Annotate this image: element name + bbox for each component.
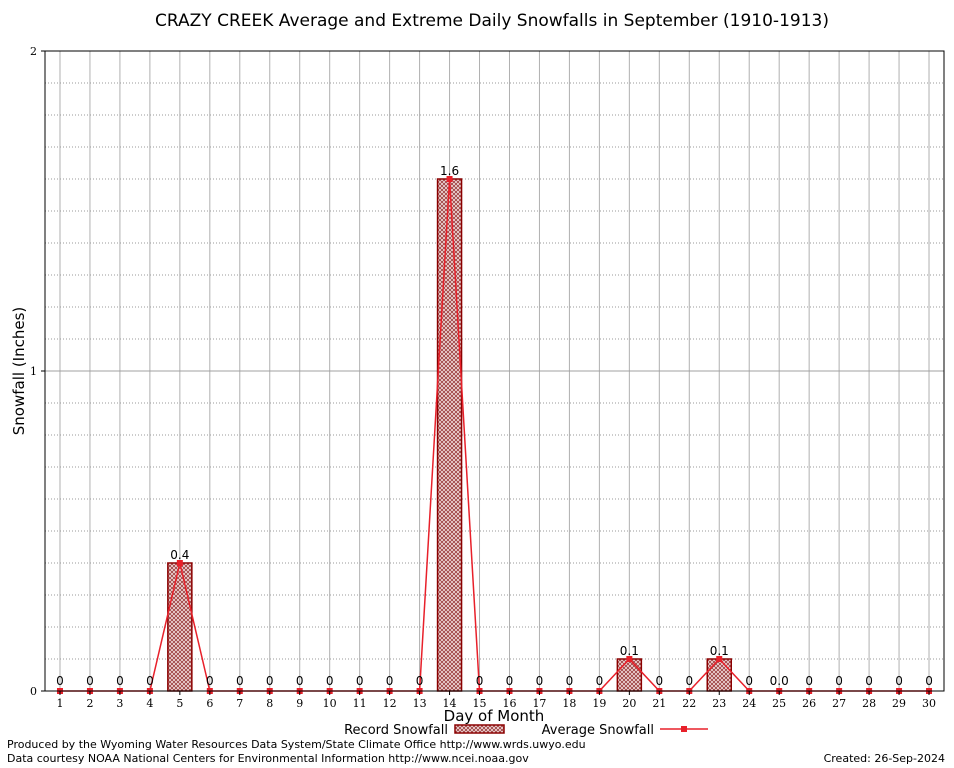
data-label-day-29: 0: [895, 674, 903, 688]
x-tick-label: 24: [742, 697, 756, 710]
bar-day-5: [167, 562, 193, 692]
x-tick-label: 9: [296, 697, 303, 710]
data-label-day-3: 0: [116, 674, 124, 688]
x-tick-label: 28: [862, 697, 876, 710]
data-label-day-10: 0: [326, 674, 334, 688]
x-tick-label: 26: [802, 697, 816, 710]
data-label-day-24: 0: [745, 674, 753, 688]
x-tick-label: 15: [473, 697, 487, 710]
footer-producer: Produced by the Wyoming Water Resources …: [7, 738, 586, 751]
x-tick-label: 1: [56, 697, 63, 710]
data-label-day-28: 0: [865, 674, 873, 688]
x-tick-label: 3: [116, 697, 123, 710]
x-tick-label: 14: [443, 697, 457, 710]
data-label-day-30: 0: [925, 674, 933, 688]
bar-day-14: [436, 178, 463, 692]
data-label-day-17: 0: [536, 674, 544, 688]
bar-day-20: [616, 658, 643, 692]
x-tick-label: 18: [562, 697, 576, 710]
legend-average-label: Average Snowfall: [542, 723, 654, 738]
legend-record-label: Record Snowfall: [344, 723, 448, 738]
x-tick-label: 25: [772, 697, 786, 710]
bar-day-23: [706, 658, 732, 692]
x-tick-label: 19: [592, 697, 606, 710]
data-label-day-4: 0: [146, 674, 154, 688]
data-label-day-7: 0: [236, 674, 244, 688]
data-label-day-14: 1.6: [440, 164, 459, 178]
y-tick-label: 2: [30, 45, 37, 58]
data-label-day-6: 0: [206, 674, 214, 688]
data-label-day-20: 0.1: [620, 644, 639, 658]
data-label-day-21: 0: [655, 674, 663, 688]
chart-title: CRAZY CREEK Average and Extreme Daily Sn…: [155, 11, 829, 31]
x-tick-label: 8: [266, 697, 273, 710]
data-label-day-25: 0.0: [770, 674, 789, 688]
data-label-day-19: 0: [596, 674, 604, 688]
footer-created: Created: 26-Sep-2024: [824, 752, 945, 765]
y-tick-label: 1: [30, 365, 37, 378]
data-label-day-23: 0.1: [710, 644, 729, 658]
data-label-day-5: 0.4: [170, 548, 189, 562]
x-axis-label: Day of Month: [444, 707, 545, 725]
data-label-day-18: 0: [566, 674, 574, 688]
footer-data-source: Data courtesy NOAA National Centers for …: [7, 752, 529, 765]
x-tick-label: 27: [832, 697, 846, 710]
data-label-day-9: 0: [296, 674, 304, 688]
x-tick-label: 21: [652, 697, 666, 710]
x-tick-label: 4: [146, 697, 153, 710]
plot-frame: [44, 50, 945, 692]
data-label-day-16: 0: [506, 674, 514, 688]
y-axis-label: Snowfall (Inches): [10, 307, 28, 435]
x-tick-label: 12: [383, 697, 397, 710]
data-label-day-26: 0: [805, 674, 813, 688]
data-label-day-12: 0: [386, 674, 394, 688]
data-label-day-1: 0: [56, 674, 64, 688]
x-tick-label: 16: [502, 697, 516, 710]
legend-record-swatch: [454, 724, 505, 734]
x-tick-label: 5: [176, 697, 183, 710]
x-tick-label: 30: [922, 697, 936, 710]
x-tick-label: 6: [206, 697, 213, 710]
legend: Record Snowfall Average Snowfall: [344, 723, 708, 738]
average-point-day-14: [446, 176, 453, 182]
legend-average-marker: [681, 726, 687, 732]
y-tick-label: 0: [30, 685, 37, 698]
x-tick-label: 23: [712, 697, 726, 710]
x-tick-label: 13: [413, 697, 427, 710]
bars: [167, 178, 732, 692]
x-tick-label: 20: [622, 697, 636, 710]
average-point-day-5: [176, 560, 183, 566]
x-tick-label: 7: [236, 697, 243, 710]
data-label-day-22: 0: [685, 674, 693, 688]
data-labels: 0 0 0 0 0.4 0 0 0 0 0 0 0 0 1.6 0 0 0 0 0 0.1 0 0 0.1 0 0.0 0 0 0 0 0: [56, 164, 933, 688]
x-tick-label: 22: [682, 697, 696, 710]
average-point-day-20: [626, 656, 633, 662]
x-tick-label: 17: [532, 697, 546, 710]
data-label-day-11: 0: [356, 674, 364, 688]
x-tick-label: 10: [323, 697, 337, 710]
data-label-day-13: 0: [416, 674, 424, 688]
data-label-day-27: 0: [835, 674, 843, 688]
data-label-day-2: 0: [86, 674, 94, 688]
data-label-day-8: 0: [266, 674, 274, 688]
x-tick-label: 11: [353, 697, 367, 710]
x-tick-labels: 1 2 3 4 5 6 7 8 9 10 11 12 13 14 15 16 17 18 19 20 21 22 23 24 2…: [56, 691, 936, 710]
x-tick-label: 2: [86, 697, 93, 710]
data-label-day-15: 0: [476, 674, 484, 688]
y-tick-labels: 0 1 2: [30, 45, 45, 698]
average-point-day-23: [716, 656, 723, 662]
x-tick-label: 29: [892, 697, 906, 710]
